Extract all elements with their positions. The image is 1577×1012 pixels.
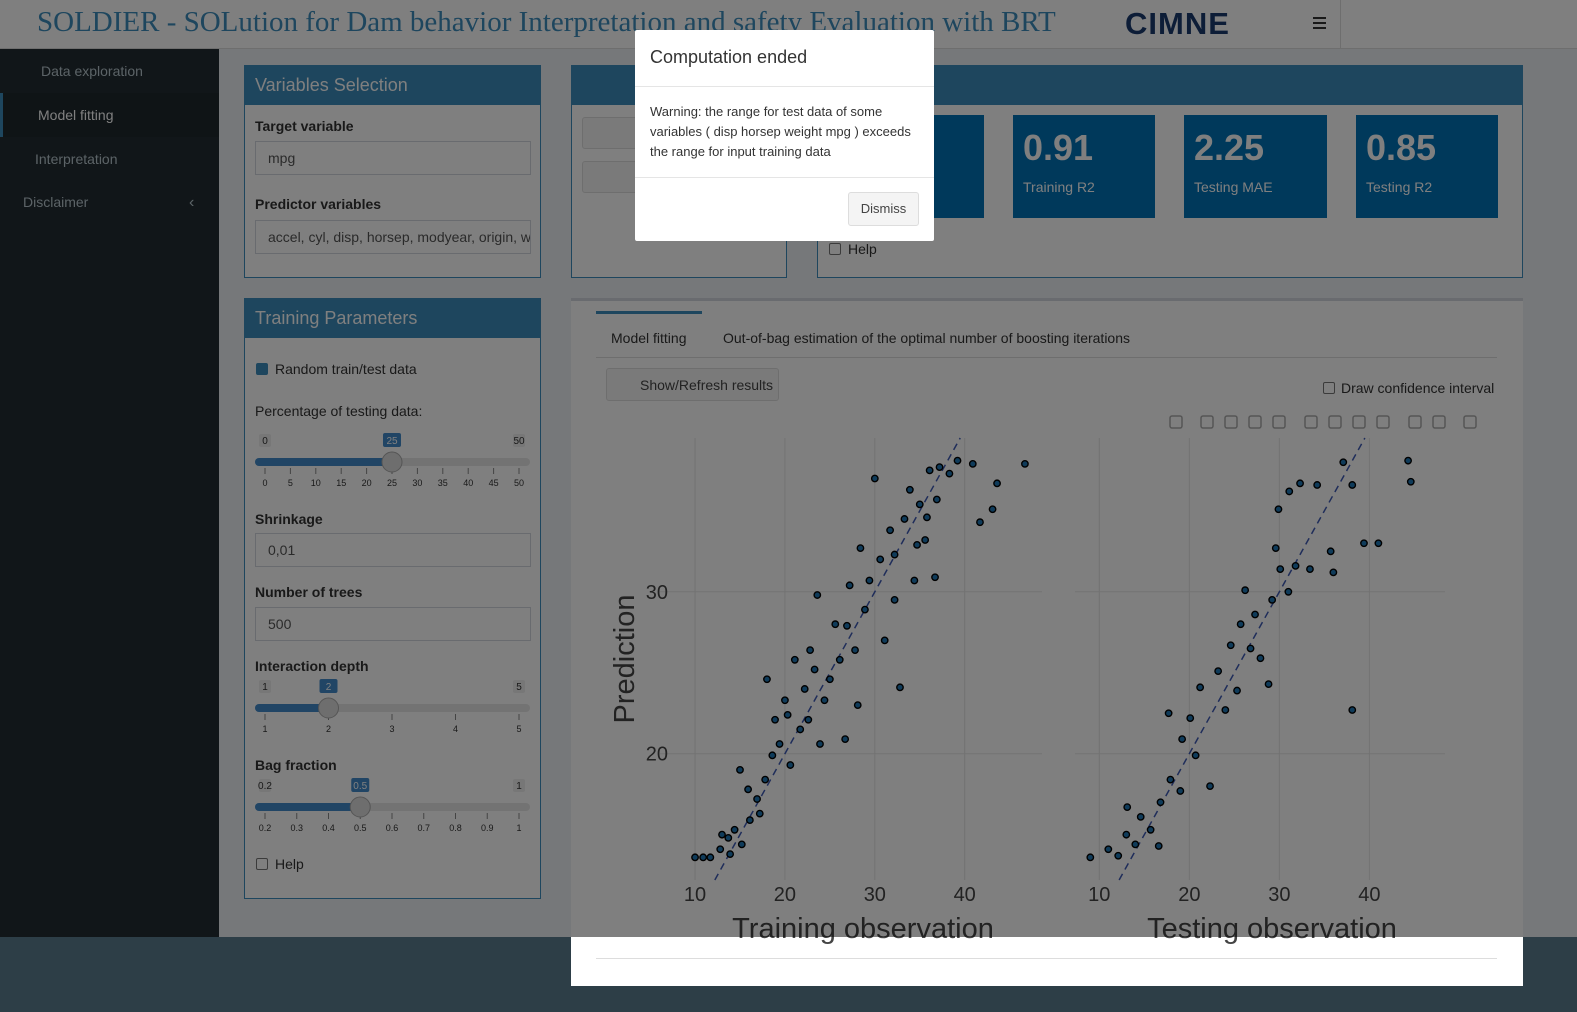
dismiss-button[interactable]: Dismiss [848, 192, 919, 226]
modal-title: Computation ended [650, 47, 808, 67]
divider [635, 177, 934, 178]
modal: Computation ended Warning: the range for… [635, 30, 934, 241]
modal-body: Warning: the range for test data of some… [650, 104, 911, 159]
divider [635, 86, 934, 87]
divider [596, 958, 1497, 959]
